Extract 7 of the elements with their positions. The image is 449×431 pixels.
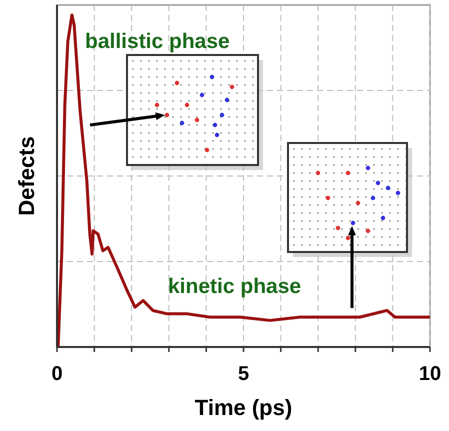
x-tick-label: 5 xyxy=(238,363,250,385)
x-tick-label: 0 xyxy=(51,363,63,385)
y-axis-title: Defects xyxy=(14,136,39,216)
x-axis-title: Time (ps) xyxy=(194,395,292,420)
annotation: kinetic phase xyxy=(168,275,302,298)
annotation: ballistic phase xyxy=(85,30,230,53)
x-tick-label: 10 xyxy=(418,363,442,385)
